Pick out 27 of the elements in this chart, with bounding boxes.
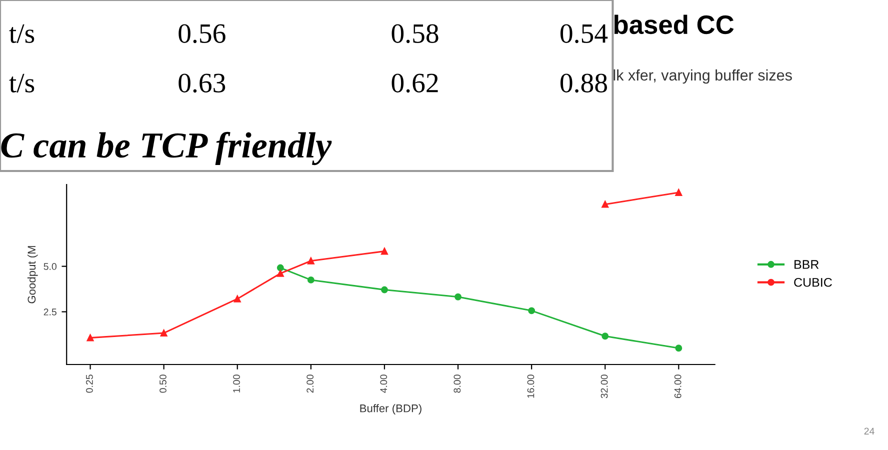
text: 0.88 xyxy=(560,74,607,93)
x-axis-title: Buffer (BDP) xyxy=(360,404,422,414)
text: 0.63 xyxy=(178,74,226,93)
x-tick-label: 1.00 xyxy=(233,374,240,392)
chart-title: based CC xyxy=(614,14,734,34)
text: 0.58 xyxy=(392,24,438,44)
y-tick-label: 5.0 xyxy=(44,263,56,270)
text: t/s xyxy=(9,74,34,92)
x-tick-label: 4.00 xyxy=(380,374,388,393)
x-tick-label: 64.00 xyxy=(674,374,682,398)
text: 24 xyxy=(864,428,874,435)
x-tick-label: 8.00 xyxy=(454,374,461,393)
text: t/s xyxy=(9,24,34,43)
x-tick-label: 2.00 xyxy=(306,374,314,393)
x-tick-label: 0.25 xyxy=(86,374,93,393)
text: C can be TCP friendly xyxy=(1,132,332,166)
x-tick-label: 32.00 xyxy=(600,374,608,398)
legend-label: BBR xyxy=(794,260,819,269)
text: 0.54 xyxy=(560,24,608,44)
y-tick-label: 2.5 xyxy=(44,308,56,316)
text: 0.56 xyxy=(178,24,226,44)
text: 0.62 xyxy=(392,74,438,93)
x-tick-label: 16.00 xyxy=(527,374,534,398)
y-axis-title: Goodput (M xyxy=(27,246,38,304)
legend-label: CUBIC xyxy=(794,278,832,287)
chart-subtitle: lk xfer, varying buffer sizes xyxy=(614,69,792,84)
x-tick-label: 0.50 xyxy=(160,374,166,393)
